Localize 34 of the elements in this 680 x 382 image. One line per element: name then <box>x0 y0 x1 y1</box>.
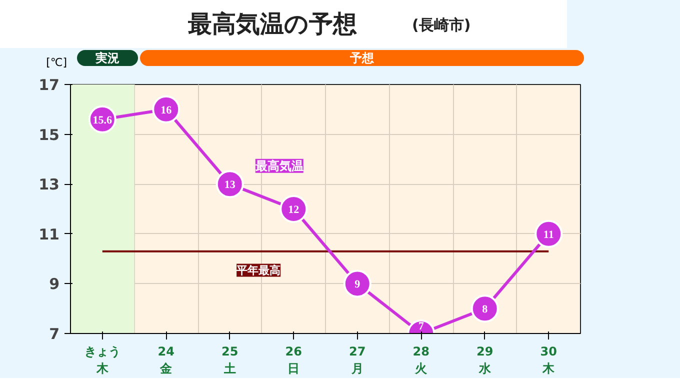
data-label: 12 <box>288 204 300 216</box>
text: 実況 <box>96 50 120 66</box>
data-label: 8 <box>482 304 488 316</box>
x-tick-label: 28火 <box>412 344 430 376</box>
data-label: 15.6 <box>92 114 112 126</box>
x-tick-label: 30木 <box>540 344 557 376</box>
chart-title: 最高気温の予想 <box>188 9 357 40</box>
point <box>216 170 244 198</box>
x-tick-label: 25土 <box>222 344 238 376</box>
x-tick-label: 26日 <box>285 344 302 376</box>
y-tick-label: 9 <box>49 275 60 294</box>
x-tick-label: 29水 <box>476 344 494 376</box>
data-label: 9 <box>354 278 361 291</box>
x-tick-label: 24金 <box>158 344 174 376</box>
y-tick-label: 7 <box>49 325 60 343</box>
point <box>470 294 499 323</box>
data-label: 11 <box>543 228 554 241</box>
x-tick-label: きょう木 <box>84 344 120 376</box>
data-label: 13 <box>224 179 236 192</box>
x-tick-label: 27月 <box>349 344 366 376</box>
point <box>534 220 563 248</box>
y-tick-label: 11 <box>38 225 60 244</box>
point <box>152 95 180 124</box>
chart-subtitle: (長崎市) <box>412 15 471 36</box>
y-tick-label: 13 <box>38 176 60 194</box>
y-tick-label: 17 <box>38 76 60 94</box>
series-label: 最高気温 <box>254 158 304 173</box>
point <box>343 270 372 298</box>
text: 予想 <box>350 50 374 66</box>
point <box>280 195 308 223</box>
data-label: 16 <box>160 104 172 116</box>
y-axis-title: [℃] <box>46 55 67 71</box>
y-tick-label: 15 <box>38 126 60 144</box>
ref-line-label: 平年最高 <box>236 264 281 277</box>
